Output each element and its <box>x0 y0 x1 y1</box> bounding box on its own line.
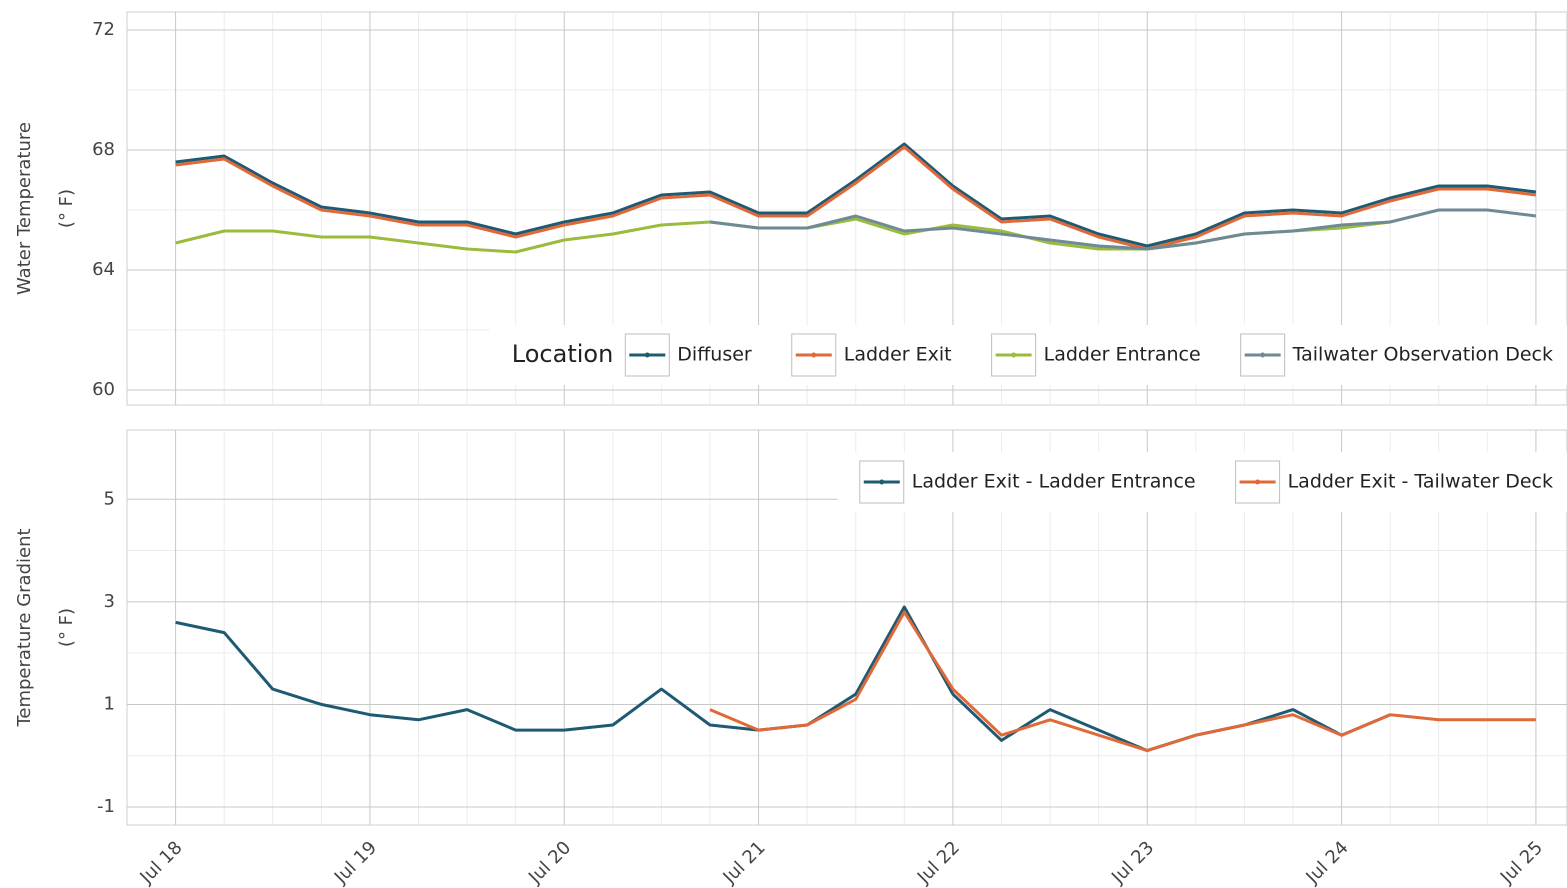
legend-key <box>1240 333 1286 377</box>
legend-label: Ladder Exit - Ladder Entrance <box>912 471 1196 493</box>
x-tick-label: Jul 19 <box>330 837 381 888</box>
y-tick-label: 60 <box>92 379 115 400</box>
x-tick-label: Jul 24 <box>1301 837 1352 888</box>
y-axis-label: (° F) <box>56 189 77 228</box>
legend-key <box>991 333 1037 377</box>
y-tick-label: 5 <box>104 488 115 509</box>
x-tick-label: Jul 23 <box>1107 837 1158 888</box>
x-tick-label: Jul 25 <box>1496 837 1547 888</box>
y-axis-label: (° F) <box>56 608 77 647</box>
series-line <box>175 145 1537 251</box>
legend-key-dot <box>644 352 650 358</box>
legend-background <box>837 452 1567 512</box>
x-tick-label: Jul 22 <box>913 837 964 888</box>
legend-key <box>1235 460 1281 504</box>
legend-label: Tailwater Observation Deck <box>1292 344 1553 366</box>
legend-key-dot <box>1255 479 1261 485</box>
legend-title: Location <box>512 340 614 368</box>
legend: Ladder Exit - Ladder Entrance Ladder Exit… <box>837 452 1567 512</box>
y-tick-label: -1 <box>97 796 115 817</box>
legend-key-dot <box>1011 352 1017 358</box>
y-tick-label: 68 <box>92 139 115 160</box>
y-tick-label: 64 <box>92 259 115 280</box>
y-tick-label: 3 <box>104 591 115 612</box>
legend-label: Diffuser <box>677 344 752 366</box>
y-axis-label: Temperature Gradient <box>14 528 35 727</box>
y-tick-label: 1 <box>104 693 115 714</box>
x-tick-label: Jul 20 <box>524 837 575 888</box>
legend-label: Ladder Entrance <box>1044 344 1201 366</box>
legend-key <box>624 333 670 377</box>
legend-key-dot <box>879 479 885 485</box>
series-line <box>709 610 1536 753</box>
series-line <box>709 208 1537 251</box>
legend-label: Ladder Exit <box>844 344 952 366</box>
y-tick-label: 72 <box>92 19 115 40</box>
legend-key <box>859 460 905 504</box>
series-line <box>175 142 1537 248</box>
legend: Location Diffuser Ladder Exit Ladder Entran… <box>489 325 1567 385</box>
x-tick-label: Jul 18 <box>135 837 186 888</box>
legend-key-dot <box>1260 352 1266 358</box>
x-tick-label: Jul 21 <box>718 837 769 888</box>
legend-key <box>791 333 837 377</box>
y-axis-label: Water Temperature <box>14 122 35 295</box>
legend-label: Ladder Exit - Tailwater Deck <box>1288 471 1553 493</box>
legend-key-dot <box>811 352 817 358</box>
